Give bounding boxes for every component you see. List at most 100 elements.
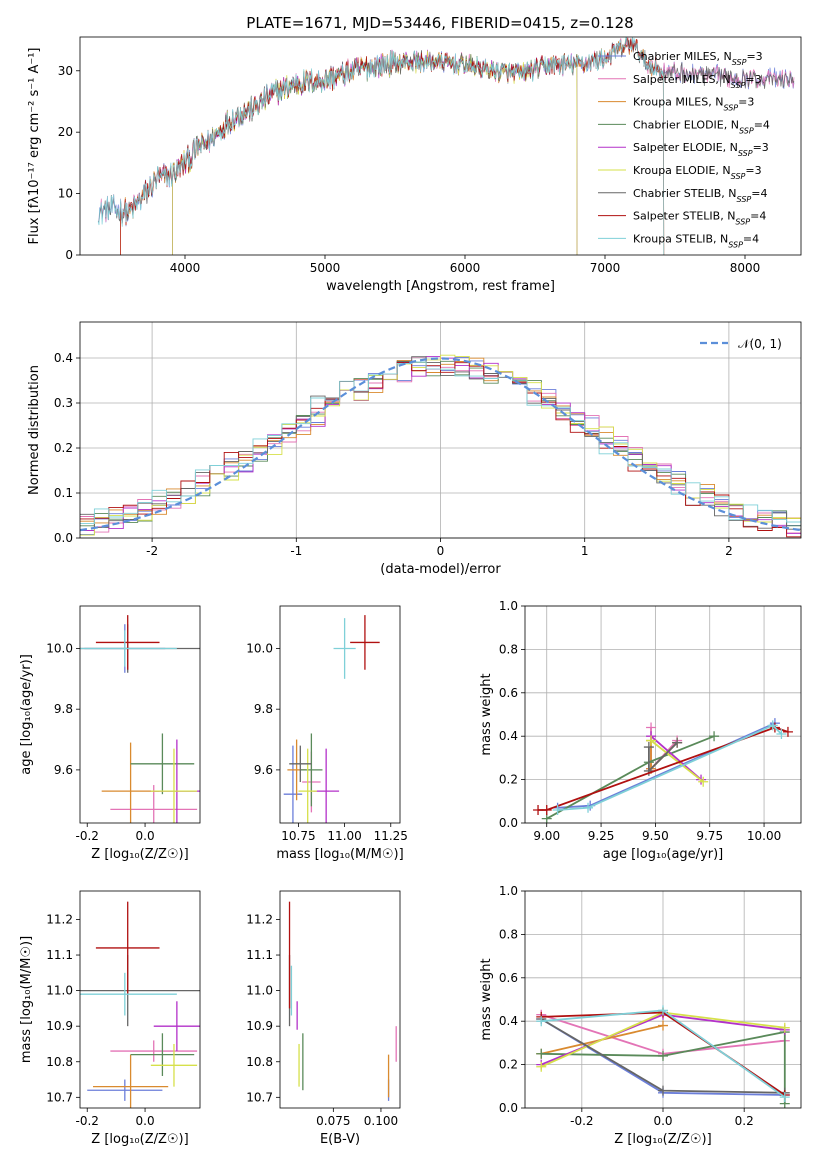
x-tick-label: -0.2 xyxy=(570,1114,593,1128)
mass-weight-line xyxy=(557,724,783,811)
x-axis-label: (data-model)/error xyxy=(380,562,501,577)
spectrum-line xyxy=(97,37,665,255)
mass-weight-marker xyxy=(646,722,657,733)
legend-label: Kroupa MILES, NSSP=3 xyxy=(633,96,754,113)
x-axis-label: Z [log₁₀(Z/Z☉)] xyxy=(614,1132,711,1147)
histogram-step xyxy=(80,361,801,525)
plot-area xyxy=(283,615,380,823)
y-tick-label: 10.9 xyxy=(246,1019,273,1033)
y-tick-label: 10.0 xyxy=(46,641,73,655)
y-tick-label: 0.2 xyxy=(54,441,73,455)
y-tick-label: 11.2 xyxy=(246,912,273,926)
y-tick-label: 0.8 xyxy=(499,927,518,941)
y-tick-label: 11.0 xyxy=(246,984,273,998)
mass-weight-marker xyxy=(646,735,657,746)
x-tick-label: 4000 xyxy=(170,261,201,275)
axes-frame xyxy=(524,605,802,824)
y-tick-label: 0.0 xyxy=(499,816,518,830)
mass-weight-marker xyxy=(658,1005,668,1016)
plot-area xyxy=(80,354,801,538)
x-tick-label: 9.75 xyxy=(696,829,723,843)
x-tick-label: 7000 xyxy=(590,261,621,275)
y-tick-label: 11.1 xyxy=(246,948,273,962)
y-tick-label: 20 xyxy=(58,125,73,139)
x-tick-label: 11.00 xyxy=(327,829,361,843)
spectrum-panel: 4000 5000 6000 7000 8000 0 10 20 30 wavelength [A… xyxy=(27,36,802,294)
x-tick-label: 5000 xyxy=(310,261,341,275)
y-axis-label: Flux [fλ10⁻¹⁷ erg cm⁻² s⁻¹ A⁻¹] xyxy=(27,48,42,245)
y-tick-label: 0.4 xyxy=(499,729,518,743)
mass-weight-marker xyxy=(782,726,793,737)
x-tick-label: 10.75 xyxy=(281,829,315,843)
x-axis-label: Z [log₁₀(Z/Z☉)] xyxy=(91,1132,188,1147)
y-tick-label: 9.8 xyxy=(54,702,73,716)
mass-weight-marker xyxy=(672,737,683,748)
y-tick-label: 9.6 xyxy=(54,763,73,777)
mass-weight-marker xyxy=(658,1020,668,1031)
mass-weight-marker xyxy=(709,731,720,742)
mass-weight-marker xyxy=(658,1085,668,1096)
mass-weight-marker xyxy=(541,813,552,823)
mass-weight-line xyxy=(538,726,789,811)
axes-frame xyxy=(79,605,201,824)
y-axis-label: mass [log₁₀(M/M☉)] xyxy=(19,936,34,1063)
y-tick-label: 11.2 xyxy=(46,912,73,926)
legend-label: 𝒩(0, 1) xyxy=(738,337,782,351)
legend-label: Chabrier MILES, NSSP=3 xyxy=(633,50,763,67)
x-tick-label: 10.00 xyxy=(747,829,781,843)
legend-label: Salpeter ELODIE, NSSP=3 xyxy=(633,141,769,158)
x-tick-label: 9.25 xyxy=(588,829,615,843)
legend-label: Salpeter STELIB, NSSP=4 xyxy=(633,210,766,227)
y-tick-label: 1.0 xyxy=(499,599,518,613)
x-tick-label: 0.2 xyxy=(735,1114,754,1128)
y-tick-label: 0.6 xyxy=(499,971,518,985)
x-tick-label: 9.00 xyxy=(533,829,560,843)
y-tick-label: 9.8 xyxy=(254,702,273,716)
x-tick-label: 0 xyxy=(437,544,445,558)
mass-weight-marker xyxy=(767,720,778,731)
x-tick-label: 0.0 xyxy=(136,829,155,843)
mass-weight-marker xyxy=(541,804,552,815)
histogram-step xyxy=(80,356,801,534)
spectrum-line xyxy=(120,37,665,255)
spectrum-line xyxy=(172,49,578,255)
mass-weight-marker xyxy=(698,776,709,787)
axes-frame xyxy=(279,890,401,1109)
x-tick-label: 6000 xyxy=(450,261,481,275)
mass-weight-vs-age-panel: 9.00 9.25 9.50 9.75 10.00 0.0 0.2 0.4 0.6 0.8 1.0 a… xyxy=(479,599,802,862)
y-tick-label: 10 xyxy=(58,187,73,201)
y-tick-label: 10.7 xyxy=(46,1090,73,1104)
x-axis-label: Z [log₁₀(Z/Z☉)] xyxy=(91,847,188,862)
plot-area xyxy=(288,901,397,1101)
histogram-step xyxy=(80,361,801,538)
histogram-step xyxy=(80,354,801,536)
y-tick-label: 30 xyxy=(58,64,73,78)
gaussian-curve xyxy=(80,357,801,532)
spectrum-line xyxy=(172,50,578,255)
histogram-step xyxy=(80,356,801,535)
mass-vs-extinction-panel: 0.075 0.100 10.7 10.8 10.9 11.0 11.1 11.2 E(B-V) xyxy=(246,890,401,1147)
x-tick-label: -0.2 xyxy=(76,1114,99,1128)
y-tick-label: 9.6 xyxy=(254,763,273,777)
y-tick-label: 0.2 xyxy=(499,773,518,787)
x-tick-label: 0.0 xyxy=(653,1114,672,1128)
x-axis-label: mass [log₁₀(M/M☉)] xyxy=(276,847,403,862)
y-tick-label: 10.0 xyxy=(246,641,273,655)
plot-area xyxy=(536,1005,790,1108)
y-axis-label: mass weight xyxy=(479,958,494,1040)
x-axis-label: E(B-V) xyxy=(320,1132,360,1147)
y-tick-label: 10.8 xyxy=(46,1055,73,1069)
spectrum-line xyxy=(172,50,578,255)
y-axis-label: Normed distribution xyxy=(27,365,42,495)
x-tick-label: -0.2 xyxy=(76,829,99,843)
axes-frame xyxy=(524,890,802,1109)
y-axis-label: age [log₁₀(age/yr)] xyxy=(19,654,34,775)
legend-label: Kroupa STELIB, NSSP=4 xyxy=(633,232,759,249)
mass-weight-marker xyxy=(552,804,563,815)
plot-area xyxy=(80,615,200,823)
x-tick-label: 8000 xyxy=(730,261,761,275)
legend-label: Chabrier STELIB, NSSP=4 xyxy=(633,187,767,204)
x-tick-label: 2 xyxy=(725,544,733,558)
figure-title: PLATE=1671, MJD=53446, FIBERID=0415, z=0… xyxy=(246,14,633,32)
